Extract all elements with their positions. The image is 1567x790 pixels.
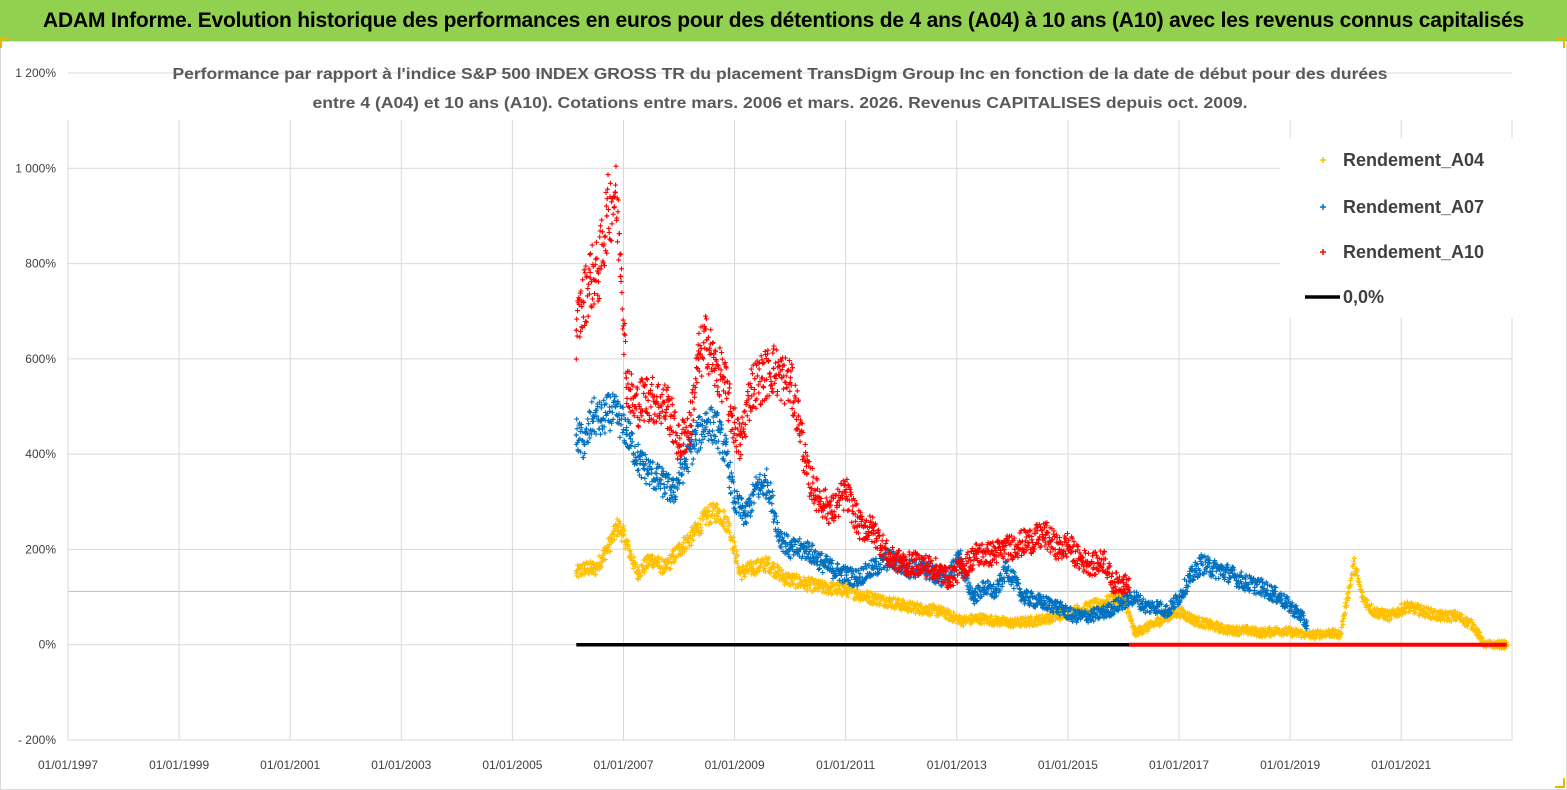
x-axis-ticks: 01/01/1997 01/01/1999 01/01/2001 01/01/2003… bbox=[38, 758, 1432, 772]
x-tick-label: 01/01/1999 bbox=[149, 758, 209, 772]
data-point bbox=[695, 356, 701, 362]
legend-item-label: Rendement_A04 bbox=[1343, 150, 1484, 170]
x-tick-label: 01/01/2003 bbox=[371, 758, 431, 772]
legend-item-label: Rendement_A07 bbox=[1343, 197, 1484, 217]
resize-handle-top-left[interactable] bbox=[0, 38, 10, 48]
data-point bbox=[748, 384, 754, 390]
y-tick-label: 200% bbox=[25, 542, 56, 556]
data-point bbox=[643, 394, 649, 400]
x-tick-label: 01/01/1997 bbox=[38, 758, 98, 772]
resize-handle-top-right[interactable] bbox=[1555, 38, 1565, 48]
x-tick-label: 01/01/2021 bbox=[1371, 758, 1431, 772]
x-tick-label: 01/01/2013 bbox=[927, 758, 987, 772]
data-point bbox=[665, 404, 671, 409]
data-point bbox=[618, 251, 624, 257]
legend-marker bbox=[1320, 157, 1326, 163]
data-point bbox=[573, 432, 579, 438]
x-tick-label: 01/01/2015 bbox=[1038, 758, 1098, 772]
data-point bbox=[623, 375, 629, 381]
y-tick-label: 1 200% bbox=[15, 66, 56, 80]
y-tick-label: 1 000% bbox=[15, 161, 56, 175]
chart-title-line1: Performance par rapport à l'indice S&P 5… bbox=[173, 66, 1388, 83]
y-tick-label: 400% bbox=[25, 447, 56, 461]
x-tick-label: 01/01/2007 bbox=[593, 758, 653, 772]
resize-handle-bottom-right[interactable] bbox=[1555, 778, 1565, 788]
x-tick-label: 01/01/2019 bbox=[1260, 758, 1320, 772]
series-rendement-a04 bbox=[573, 500, 1510, 651]
y-tick-label: - 200% bbox=[18, 733, 56, 747]
data-point bbox=[573, 327, 579, 333]
x-tick-label: 01/01/2001 bbox=[260, 758, 320, 772]
data-point bbox=[587, 275, 593, 281]
series-cloud bbox=[573, 391, 1310, 632]
y-tick-label: 800% bbox=[25, 257, 56, 271]
legend-item-label: Rendement_A10 bbox=[1343, 242, 1484, 262]
data-point bbox=[693, 437, 699, 443]
legend-marker bbox=[1320, 204, 1326, 210]
data-point bbox=[579, 303, 585, 309]
series-cloud bbox=[573, 163, 1132, 598]
x-tick-label: 01/01/2005 bbox=[482, 758, 542, 772]
x-tick-label: 01/01/2011 bbox=[816, 758, 875, 772]
data-point bbox=[770, 365, 776, 371]
banner-title: ADAM Informe. Evolution historique des p… bbox=[0, 0, 1567, 41]
legend-marker bbox=[1320, 249, 1326, 255]
data-point bbox=[670, 489, 676, 495]
x-tick-label: 01/01/2009 bbox=[705, 758, 765, 772]
data-point bbox=[604, 213, 610, 219]
chart-title-line2: entre 4 (A04) et 10 ans (A10). Cotations… bbox=[313, 95, 1248, 112]
legend: Rendement_A04 Rendement_A07 Rendement_A10 0… bbox=[1280, 138, 1515, 318]
y-axis-ticks: - 200% 0% 200% 400% 600% 800% 1 000% 1 200% bbox=[15, 66, 56, 747]
series-rendement-a10 bbox=[573, 163, 1132, 598]
y-tick-label: 0% bbox=[39, 638, 57, 652]
data-point bbox=[795, 413, 801, 419]
x-tick-label: 01/01/2017 bbox=[1149, 758, 1209, 772]
y-tick-label: 600% bbox=[25, 352, 56, 366]
data-point bbox=[737, 442, 743, 448]
legend-item-label: 0,0% bbox=[1343, 287, 1384, 307]
